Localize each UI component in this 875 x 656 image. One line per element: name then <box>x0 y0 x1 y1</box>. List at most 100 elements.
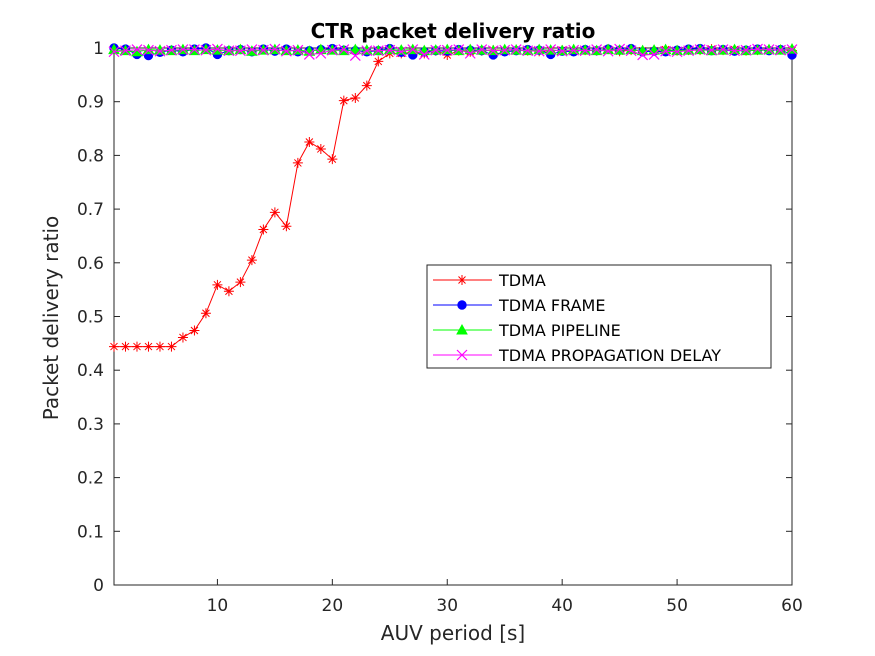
data-point <box>648 49 660 60</box>
data-point <box>223 286 234 297</box>
legend-box <box>426 264 772 369</box>
data-point <box>200 44 212 56</box>
data-point <box>304 136 315 147</box>
data-point <box>579 45 591 57</box>
data-point <box>177 44 189 56</box>
data-point <box>327 154 338 165</box>
data-point <box>763 44 775 56</box>
data-point <box>660 45 672 57</box>
data-point <box>211 43 223 55</box>
data-point <box>591 44 603 56</box>
data-point <box>280 44 293 56</box>
y-tick-label: 0.7 <box>77 200 104 220</box>
data-point <box>671 44 683 56</box>
data-point <box>235 277 246 288</box>
data-point <box>154 44 166 55</box>
data-point <box>498 43 511 55</box>
data-point <box>292 157 303 168</box>
data-point <box>142 43 155 55</box>
data-point <box>671 46 683 58</box>
data-point <box>246 255 257 266</box>
data-point <box>464 47 476 59</box>
data-point <box>441 43 454 55</box>
data-point <box>234 45 246 57</box>
y-tick-label: 0.9 <box>77 93 104 113</box>
data-point <box>728 43 741 55</box>
data-point <box>430 44 442 56</box>
data-point <box>326 44 338 56</box>
data-point <box>109 341 119 352</box>
data-point <box>303 49 315 60</box>
data-point <box>614 43 626 55</box>
data-point <box>258 224 269 235</box>
data-point <box>349 50 361 61</box>
y-tick-label: 1 <box>93 39 104 59</box>
data-point <box>786 43 798 54</box>
data-point <box>200 43 212 55</box>
data-point <box>223 45 235 57</box>
data-point <box>682 44 695 55</box>
x-tick-label: 60 <box>781 596 803 616</box>
data-point <box>131 44 143 56</box>
data-point <box>154 341 165 352</box>
data-point <box>257 44 269 56</box>
data-point <box>143 44 154 56</box>
data-point <box>510 44 522 56</box>
legend-label: TDMA PIPELINE <box>498 321 621 340</box>
data-point <box>441 44 453 56</box>
data-point <box>383 43 396 55</box>
data-point <box>120 45 131 57</box>
data-point <box>545 44 557 56</box>
data-point <box>246 44 258 56</box>
series-line <box>113 48 793 57</box>
data-point <box>752 43 763 55</box>
data-point <box>602 45 614 57</box>
data-point <box>717 44 729 56</box>
data-point <box>579 44 592 55</box>
data-point <box>269 43 281 55</box>
data-point <box>384 44 396 56</box>
data-point <box>131 341 142 352</box>
data-point <box>361 80 372 91</box>
data-point <box>625 45 637 57</box>
data-point <box>556 44 569 56</box>
data-point <box>292 44 304 56</box>
data-point <box>476 44 488 56</box>
data-point <box>786 44 798 56</box>
data-point <box>120 341 131 352</box>
x-tick-label: 50 <box>666 596 688 616</box>
x-tick-label: 30 <box>436 596 458 616</box>
y-tick-label: 0.4 <box>77 361 104 381</box>
x-axis-label: AUV period [s] <box>381 621 525 645</box>
data-point <box>373 56 384 67</box>
data-point <box>338 44 350 56</box>
data-point <box>280 45 292 57</box>
chart-title: CTR packet delivery ratio <box>311 19 596 43</box>
data-point <box>108 46 120 58</box>
legend: TDMA TDMA FRAME TDMA PIPELINE TDMA PROPAGAT… <box>426 264 772 369</box>
y-tick-label: 0.8 <box>77 146 104 166</box>
y-tick-label: 0.1 <box>77 522 104 542</box>
y-tick-label: 0.3 <box>77 415 104 435</box>
data-point <box>740 44 752 56</box>
data-point <box>361 45 373 57</box>
data-point <box>131 45 143 57</box>
legend-marker <box>457 275 467 285</box>
data-point <box>315 47 327 59</box>
data-point <box>567 43 580 55</box>
y-tick-label: 0 <box>93 576 104 596</box>
data-point <box>568 44 580 56</box>
data-point <box>372 45 384 57</box>
data-point <box>775 44 786 56</box>
data-point <box>177 332 188 343</box>
data-point <box>315 143 326 154</box>
data-point <box>189 44 200 56</box>
data-point <box>407 44 419 56</box>
legend-label: TDMA <box>498 271 546 290</box>
data-point <box>522 45 534 57</box>
legend-entry: TDMA PROPAGATION DELAY <box>433 346 721 365</box>
data-point <box>166 341 177 352</box>
legend-label: TDMA PROPAGATION DELAY <box>498 346 721 365</box>
legend-marker <box>456 323 468 335</box>
data-point <box>453 44 465 56</box>
